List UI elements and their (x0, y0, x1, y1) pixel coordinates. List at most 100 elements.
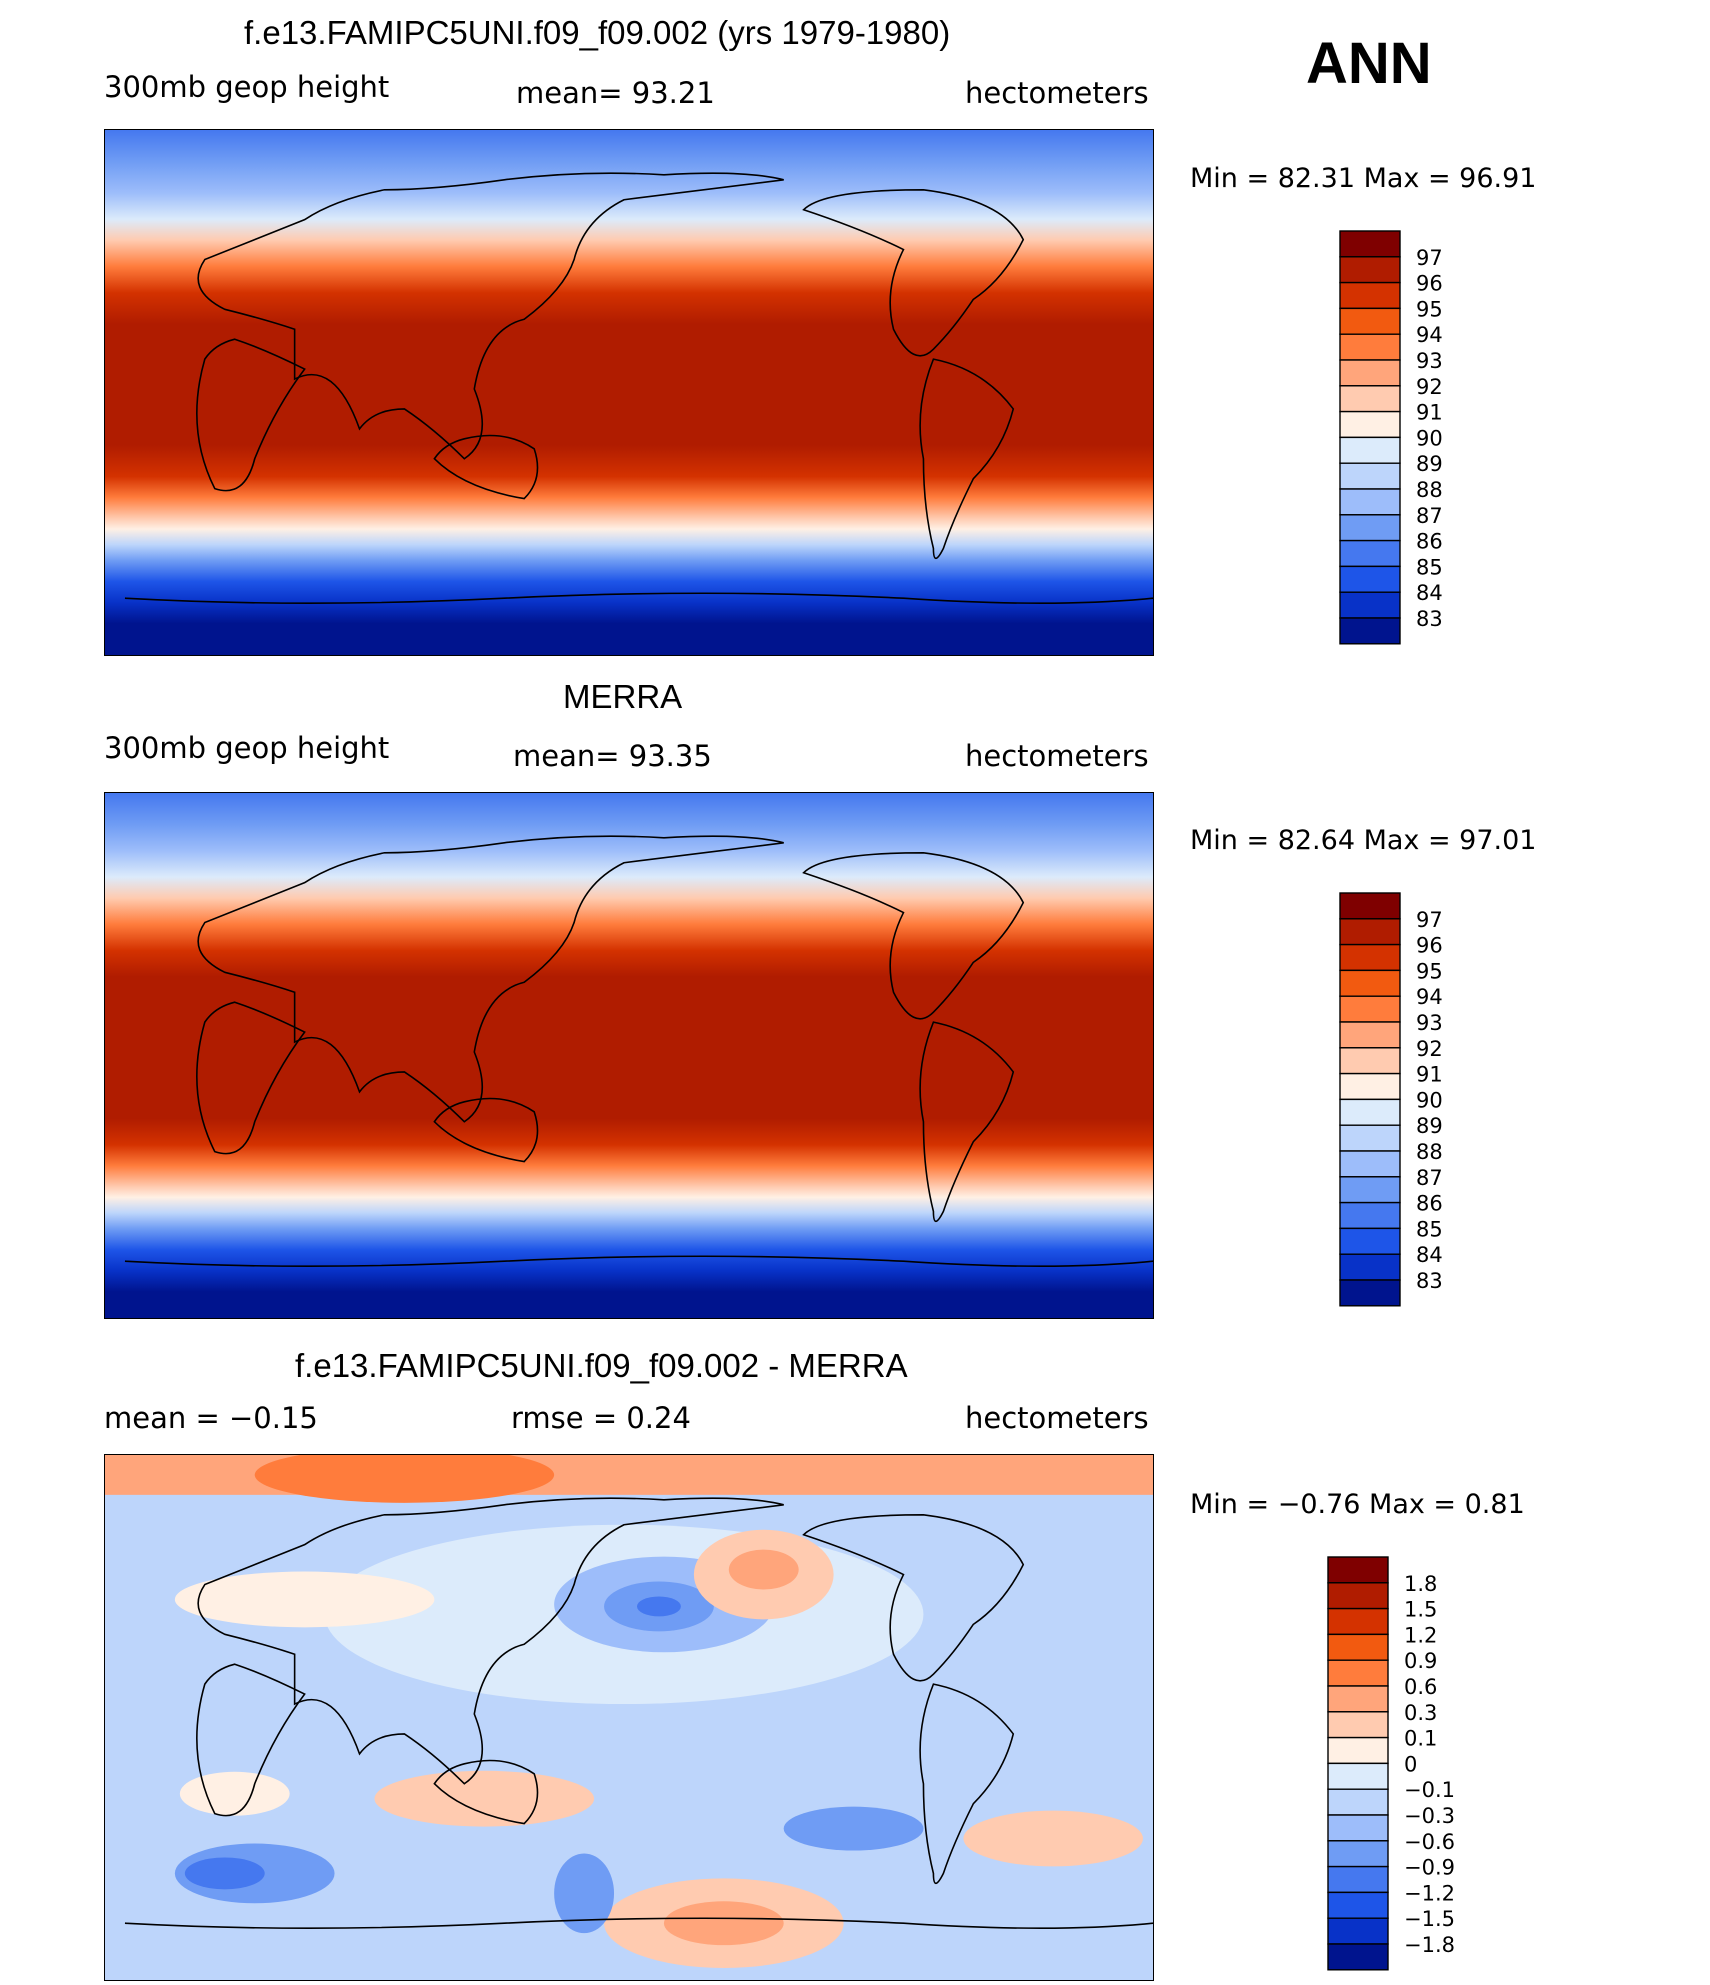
colorbar-swatch (1327, 1607, 1389, 1636)
panel1-mean-label: mean= 93.21 (516, 76, 715, 110)
colorbar-tick-label: 0.1 (1404, 1727, 1437, 1751)
colorbar-tick-label: 95 (1416, 297, 1443, 321)
panel3-colorbar: 1.8 1.5 1.2 0.9 0.6 0.3 0.1 0 −0.1 −0.3 −0.6 −0.9 −1… (1327, 1556, 1487, 1973)
colorbar-tick-label: 85 (1416, 1217, 1443, 1241)
panel2-variable-label: 300mb geop height (104, 731, 390, 765)
panel1-map (104, 129, 1154, 656)
panel3-minmax: Min = −0.76 Max = 0.81 (1190, 1489, 1525, 1520)
panel3-coastlines (124, 1497, 1153, 1929)
panel1-minmax: Min = 82.31 Max = 96.91 (1190, 163, 1537, 194)
colorbar-tick-label: −1.2 (1404, 1881, 1455, 1905)
panel1-units-label: hectometers (965, 76, 1149, 110)
colorbar-swatch (1339, 436, 1401, 464)
colorbar-tick-label: 0.3 (1404, 1701, 1437, 1725)
colorbar-swatch (1327, 1891, 1389, 1919)
colorbar-tick-label: 88 (1416, 1140, 1443, 1164)
colorbar-tick-label: 85 (1416, 555, 1443, 579)
colorbar-tick-label: 92 (1416, 375, 1443, 399)
colorbar-tick-label: 0.6 (1404, 1675, 1437, 1699)
colorbar-tick-label: 96 (1416, 934, 1443, 958)
colorbar-tick-label: 97 (1416, 908, 1443, 932)
colorbar-tick-label: 1.8 (1404, 1572, 1437, 1596)
colorbar-swatch (1327, 1840, 1389, 1868)
colorbar-swatch (1339, 256, 1401, 284)
colorbar-tick-label: 93 (1416, 1011, 1443, 1035)
colorbar-swatch (1339, 488, 1401, 516)
colorbar-tick-label: 87 (1416, 504, 1443, 528)
colorbar-swatch (1339, 462, 1401, 490)
colorbar-tick-label: −1.5 (1404, 1907, 1455, 1931)
colorbar-swatch (1339, 1072, 1401, 1101)
colorbar-swatch (1339, 1227, 1401, 1255)
colorbar-tick-label: 88 (1416, 478, 1443, 502)
colorbar-swatch (1327, 1556, 1389, 1584)
colorbar-swatch (1339, 1279, 1401, 1307)
colorbar-tick-label: 1.2 (1404, 1623, 1437, 1647)
colorbar-swatch (1327, 1633, 1389, 1661)
colorbar-swatch (1339, 617, 1401, 645)
colorbar-swatch (1339, 385, 1401, 413)
colorbar-swatch (1339, 969, 1401, 997)
colorbar-swatch (1339, 1176, 1401, 1204)
colorbar-tick-label: 94 (1416, 323, 1443, 347)
colorbar-tick-label: −0.6 (1404, 1830, 1455, 1854)
colorbar-swatch (1339, 539, 1401, 568)
colorbar-tick-label: 87 (1416, 1166, 1443, 1190)
panel2-map (104, 792, 1154, 1319)
colorbar-tick-label: −0.1 (1404, 1778, 1455, 1802)
panel2-title: MERRA (563, 678, 683, 715)
panel2-units-label: hectometers (965, 739, 1149, 773)
colorbar-swatch (1327, 1736, 1389, 1765)
colorbar-swatch (1339, 892, 1401, 920)
colorbar-swatch (1339, 333, 1401, 361)
panel1-title: f.e13.FAMIPC5UNI.f09_f09.002 (yrs 1979-1… (244, 14, 951, 51)
colorbar-swatch (1339, 1201, 1401, 1230)
colorbar-tick-label: −0.9 (1404, 1856, 1455, 1880)
colorbar-tick-label: 89 (1416, 1114, 1443, 1138)
panel3-title: f.e13.FAMIPC5UNI.f09_f09.002 - MERRA (295, 1347, 908, 1384)
colorbar-swatch (1327, 1865, 1389, 1894)
panel1-variable-label: 300mb geop height (104, 70, 390, 104)
colorbar-swatch (1327, 1685, 1389, 1713)
colorbar-tick-label: 83 (1416, 1269, 1443, 1293)
colorbar-swatch (1339, 1021, 1401, 1049)
colorbar-swatch (1339, 943, 1401, 972)
colorbar-tick-label: 97 (1416, 246, 1443, 270)
colorbar-tick-label: 83 (1416, 607, 1443, 631)
colorbar-swatch (1339, 281, 1401, 310)
colorbar-swatch (1339, 565, 1401, 593)
colorbar-tick-label: −1.8 (1404, 1933, 1455, 1957)
colorbar-tick-label: 86 (1416, 1192, 1443, 1216)
colorbar-tick-label: 90 (1416, 1088, 1443, 1112)
colorbar-swatch (1327, 1788, 1389, 1816)
colorbar-swatch (1339, 1253, 1401, 1281)
colorbar-tick-label: −0.3 (1404, 1804, 1455, 1828)
colorbar-tick-label: 84 (1416, 581, 1443, 605)
colorbar-swatch (1339, 1098, 1401, 1126)
colorbar-swatch (1339, 307, 1401, 335)
colorbar-tick-label: 94 (1416, 985, 1443, 1009)
panel3-contour-plot (105, 1455, 1153, 1980)
colorbar-swatch (1327, 1711, 1389, 1739)
colorbar-tick-label: 89 (1416, 452, 1443, 476)
colorbar-swatch (1327, 1659, 1389, 1687)
colorbar-swatch (1339, 995, 1401, 1023)
colorbar-tick-label: 0 (1404, 1752, 1417, 1776)
colorbar-swatch (1339, 359, 1401, 387)
colorbar-tick-label: 86 (1416, 530, 1443, 554)
panel3-units-label: hectometers (965, 1401, 1149, 1435)
colorbar-swatch (1339, 514, 1401, 542)
panel2-colorbar: 97 96 95 94 93 92 91 90 89 88 87 86 85 84 83 (1339, 892, 1499, 1309)
colorbar-swatch (1327, 1762, 1389, 1790)
colorbar-swatch (1339, 230, 1401, 258)
panel2-coastlines (124, 835, 1153, 1267)
colorbar-tick-label: 92 (1416, 1037, 1443, 1061)
colorbar-swatch (1339, 1124, 1401, 1152)
colorbar-swatch (1339, 1150, 1401, 1178)
colorbar-tick-label: 91 (1416, 401, 1443, 425)
colorbar-swatch (1339, 1047, 1401, 1075)
panel3-mean-label: mean = −0.15 (104, 1401, 318, 1435)
colorbar-swatch (1339, 918, 1401, 946)
